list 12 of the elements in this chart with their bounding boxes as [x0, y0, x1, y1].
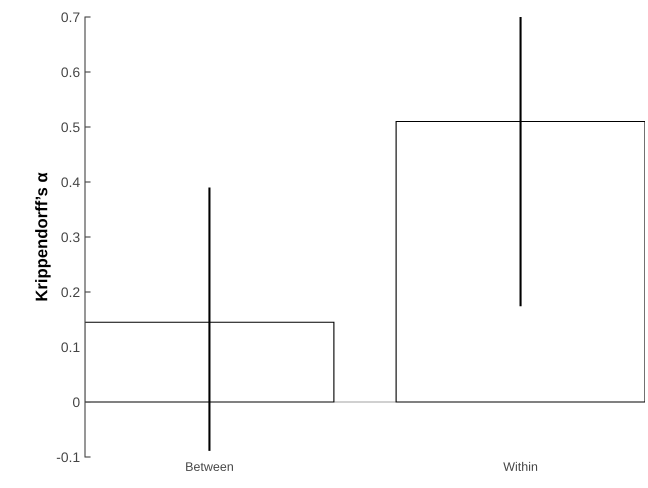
y-tick-label: 0.6	[61, 67, 80, 78]
y-tick-label: 0.5	[61, 122, 80, 132]
y-tick-label: 0.3	[61, 232, 80, 242]
y-tick-label: -0.1	[56, 452, 80, 462]
x-tick-label: Between	[186, 462, 233, 472]
y-axis-title: Krippendorff’s α	[35, 172, 51, 301]
y-tick-label: 0.2	[61, 287, 80, 298]
y-tick-label: 0.4	[61, 177, 80, 188]
y-tick-label: 0.1	[61, 342, 80, 352]
y-tick-label: 0.7	[61, 12, 80, 22]
x-tick-label: Within	[503, 462, 538, 472]
y-tick-label: 0	[72, 397, 80, 408]
